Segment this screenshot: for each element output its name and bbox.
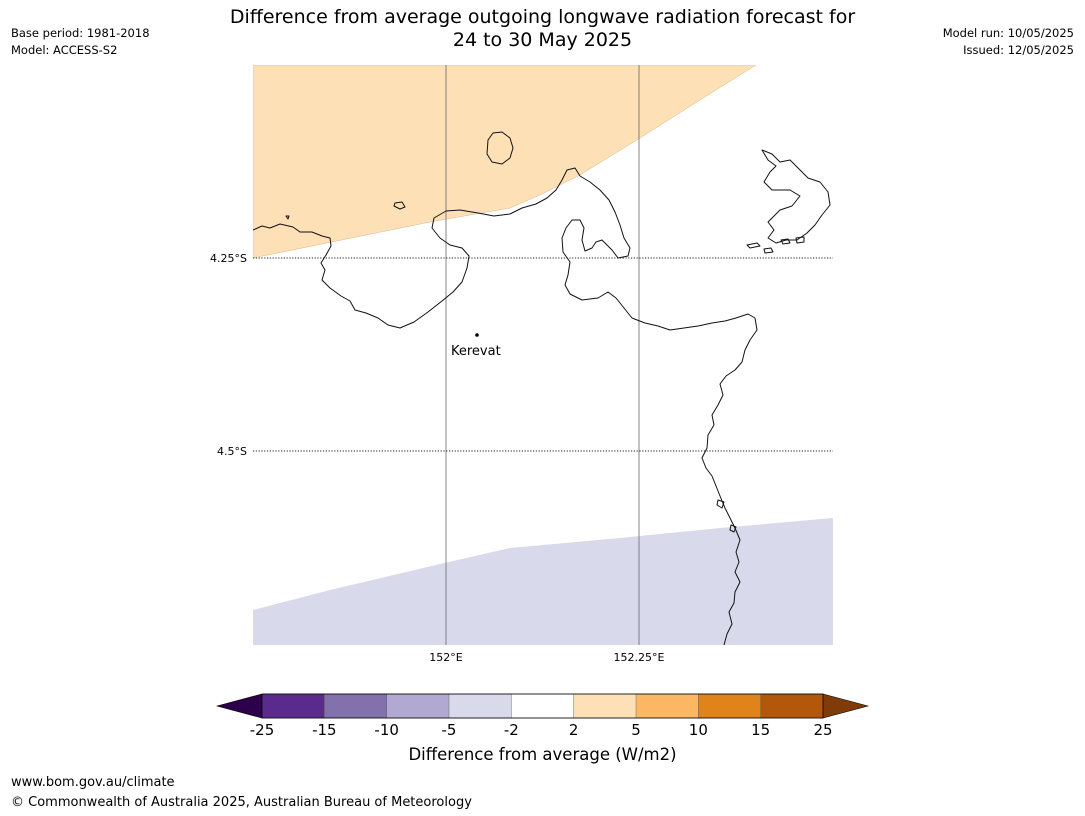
meta-right: Model run: 10/05/2025 Issued: 12/05/2025 [943,25,1074,59]
colorbar-tick-label: -25 [250,721,275,739]
island [746,242,761,249]
colorbar-tick-label: 2 [569,721,579,739]
colorbar-segment [760,693,824,719]
island [761,149,831,244]
colorbar-segment [261,693,325,719]
colorbar-frame [261,693,824,719]
colorbar-segment [635,693,699,719]
issued-text: Issued: 12/05/2025 [963,43,1074,57]
colorbar-under-arrow [215,693,263,719]
colorbar-tick-label: 5 [631,721,641,739]
colorbar-segment [573,693,637,719]
colorbar-tick-label: -2 [504,721,519,739]
place-label-kerevat: Kerevat [451,344,501,359]
island [729,524,737,533]
colorbar-tick-label: -15 [312,721,337,739]
colorbar-segment [386,693,450,719]
base-period-text: Base period: 1981-2018 [11,26,150,40]
colorbar-tick-label: -10 [374,721,399,739]
kerevat-marker [475,333,479,337]
footer-url: www.bom.gov.au/climate [11,775,175,790]
negative-anomaly-region [253,518,833,645]
colorbar-segment [324,693,388,719]
meta-left: Base period: 1981-2018 Model: ACCESS-S2 [11,25,150,59]
island [393,201,406,210]
main-coastline [253,167,758,645]
lat-label: 4.25°S [210,252,247,265]
colorbar: -25 -15 -10 -5 -2 2 5 10 15 25 [215,693,870,739]
island [763,247,774,254]
island [795,236,805,244]
footer-copyright: © Commonwealth of Australia 2025, Austra… [11,795,472,810]
model-text: Model: ACCESS-S2 [11,43,118,57]
title-line-2: 24 to 30 May 2025 [452,29,633,51]
lat-label: 4.5°S [217,445,247,458]
map-panel [253,65,833,645]
positive-anomaly-region [253,65,757,259]
colorbar-segment [448,693,512,719]
colorbar-tick-label: 10 [689,721,708,739]
lon-label: 152°E [429,651,462,664]
island [780,238,791,245]
island [285,215,290,220]
chart-title: Difference from average outgoing longwav… [180,6,905,52]
island [486,131,514,165]
colorbar-tick-label: 15 [751,721,770,739]
colorbar-title: Difference from average (W/m2) [408,745,677,764]
model-run-text: Model run: 10/05/2025 [942,26,1074,40]
coastline [253,131,831,645]
colorbar-segments [261,693,824,719]
lon-label: 152.25°E [614,651,665,664]
colorbar-segment [698,693,762,719]
colorbar-tick-label: 25 [813,721,832,739]
colorbar-tick-label: -5 [442,721,457,739]
title-line-1: Difference from average outgoing longwav… [229,6,856,28]
colorbar-segment [511,693,575,719]
colorbar-ticks: -25 -15 -10 -5 -2 2 5 10 15 25 [250,721,833,739]
colorbar-over-arrow [822,693,870,719]
island [716,499,725,509]
